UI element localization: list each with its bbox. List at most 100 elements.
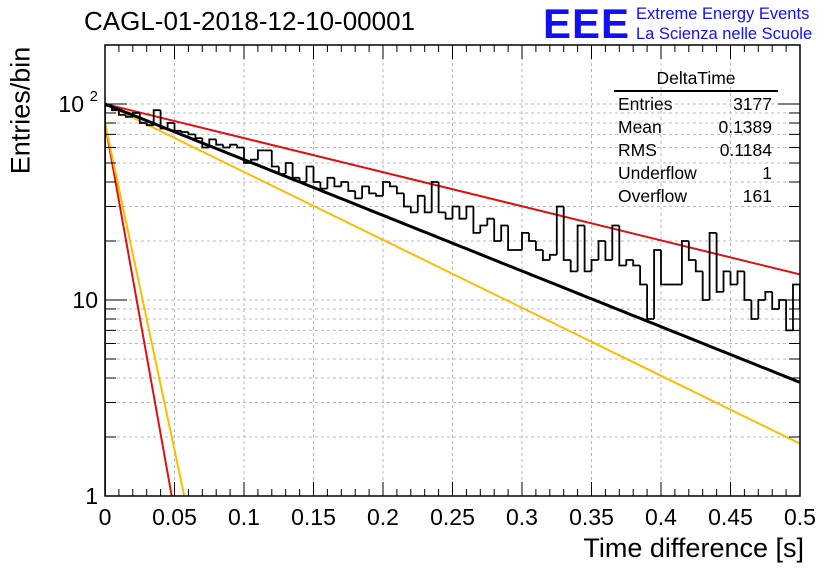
histogram-bin — [660, 250, 668, 286]
x-tick-label: 0 — [99, 504, 112, 530]
histogram-bin — [298, 177, 307, 183]
histogram-bin — [528, 232, 536, 242]
histogram-bin — [521, 232, 529, 250]
histogram-bin — [611, 224, 620, 260]
histogram-bin — [722, 270, 731, 292]
x-tick-label: 0.2 — [367, 504, 399, 530]
histogram-bin — [389, 182, 397, 188]
stats-title: DeltaTime — [614, 68, 778, 92]
histogram-bin — [542, 250, 550, 261]
histogram-bin — [604, 241, 613, 261]
stats-row-underflow: Underflow 1 — [618, 163, 772, 183]
histogram-bin — [486, 217, 495, 226]
histogram-bin — [736, 270, 745, 285]
histogram-bin — [375, 193, 383, 197]
histogram-bin — [792, 283, 800, 331]
histogram-bin — [138, 113, 147, 124]
histogram-bin — [180, 130, 189, 133]
histogram-bin — [451, 205, 460, 219]
histogram-bin — [319, 182, 328, 190]
histogram-bin — [105, 104, 112, 496]
slow-exp-orange — [105, 103, 800, 445]
histogram-bin — [535, 241, 543, 251]
histogram-bin — [236, 144, 244, 149]
histogram-bin — [458, 206, 467, 220]
x-tick-label: 0.1 — [228, 504, 260, 530]
histogram-bin — [681, 240, 689, 285]
histogram-bin — [548, 253, 557, 260]
slow-exp-red — [105, 103, 800, 276]
logo-line-2: La Scienza nelle Scuole — [636, 25, 813, 43]
histogram-bin — [757, 299, 766, 319]
histogram — [105, 104, 835, 496]
stats-row-entries: Entries 3177 — [618, 94, 772, 114]
x-tick-label: 0.35 — [569, 504, 614, 530]
histogram-bin — [194, 134, 203, 139]
y-tick-label: 10 — [72, 287, 98, 313]
histogram-bin — [576, 224, 585, 272]
histogram-bin — [785, 300, 793, 332]
histogram-bin — [312, 166, 321, 183]
histogram-bin — [708, 232, 717, 300]
histogram-bin — [423, 195, 432, 214]
histogram-bin — [118, 110, 126, 116]
histogram-bin — [430, 181, 439, 213]
fast-exp-orange — [105, 122, 186, 496]
histogram-bin — [743, 271, 752, 301]
histogram-bin — [562, 206, 571, 261]
histogram-bin — [694, 260, 703, 273]
histogram-bin — [305, 165, 314, 182]
histogram-bin — [326, 176, 335, 189]
histogram-bin — [493, 218, 502, 242]
histogram-bin — [625, 259, 634, 266]
histogram-bin — [828, 285, 835, 331]
histogram-bin — [437, 182, 446, 214]
histogram-bin — [166, 122, 175, 129]
histogram-bin — [250, 158, 258, 163]
y-tick-exponent: 2 — [90, 88, 98, 105]
histogram-bin — [201, 138, 210, 149]
histogram-bin — [583, 225, 592, 273]
histogram-bin — [778, 299, 787, 309]
histogram-bin — [555, 205, 564, 255]
x-tick-label: 0.05 — [152, 504, 197, 530]
x-tick-label: 0.3 — [506, 504, 538, 530]
stats-row-overflow: Overflow 161 — [618, 186, 772, 206]
histogram-bin — [396, 186, 404, 195]
histogram-bin — [173, 123, 182, 132]
histogram-bin — [403, 193, 411, 208]
histogram-bin — [277, 166, 286, 175]
histogram-bin — [729, 271, 738, 286]
histogram-bin — [340, 181, 349, 187]
x-tick-label: 0.25 — [430, 504, 475, 530]
histogram-bin — [465, 205, 474, 219]
histogram-bin — [771, 291, 780, 310]
histogram-bin — [229, 143, 238, 148]
histogram-bin — [361, 185, 370, 199]
y-tick-label: 10 — [58, 91, 84, 117]
axis-ticks — [104, 44, 801, 497]
histogram-bin — [243, 147, 251, 164]
histogram-bin — [111, 105, 119, 112]
histogram-bin — [500, 224, 509, 241]
histogram-bin — [507, 225, 515, 251]
histogram-bin — [291, 163, 300, 179]
histogram-bin — [653, 249, 661, 319]
x-tick-label: 0.15 — [291, 504, 336, 530]
histogram-bin — [152, 109, 161, 126]
eee-logo: EEE — [543, 0, 631, 47]
histogram-bin — [284, 162, 293, 174]
histogram-bin — [444, 212, 453, 220]
x-axis-label: Time difference [s] — [583, 533, 804, 563]
tick-labels: 0 0.05 0.1 0.15 0.2 0.25 0.3 0.35 0.4 0.45 0.5 1 10 1… — [58, 88, 816, 530]
y-axis-label: Entries/bin — [5, 46, 36, 175]
histogram-bin — [333, 177, 342, 188]
histogram-bin — [750, 300, 759, 320]
histogram-bin — [159, 110, 168, 130]
histogram-bin — [715, 232, 724, 293]
histogram-bin — [590, 259, 599, 272]
x-tick-label: 0.45 — [708, 504, 753, 530]
stats-row-mean: Mean 0.1389 — [618, 117, 772, 137]
histogram-bin — [347, 182, 356, 192]
